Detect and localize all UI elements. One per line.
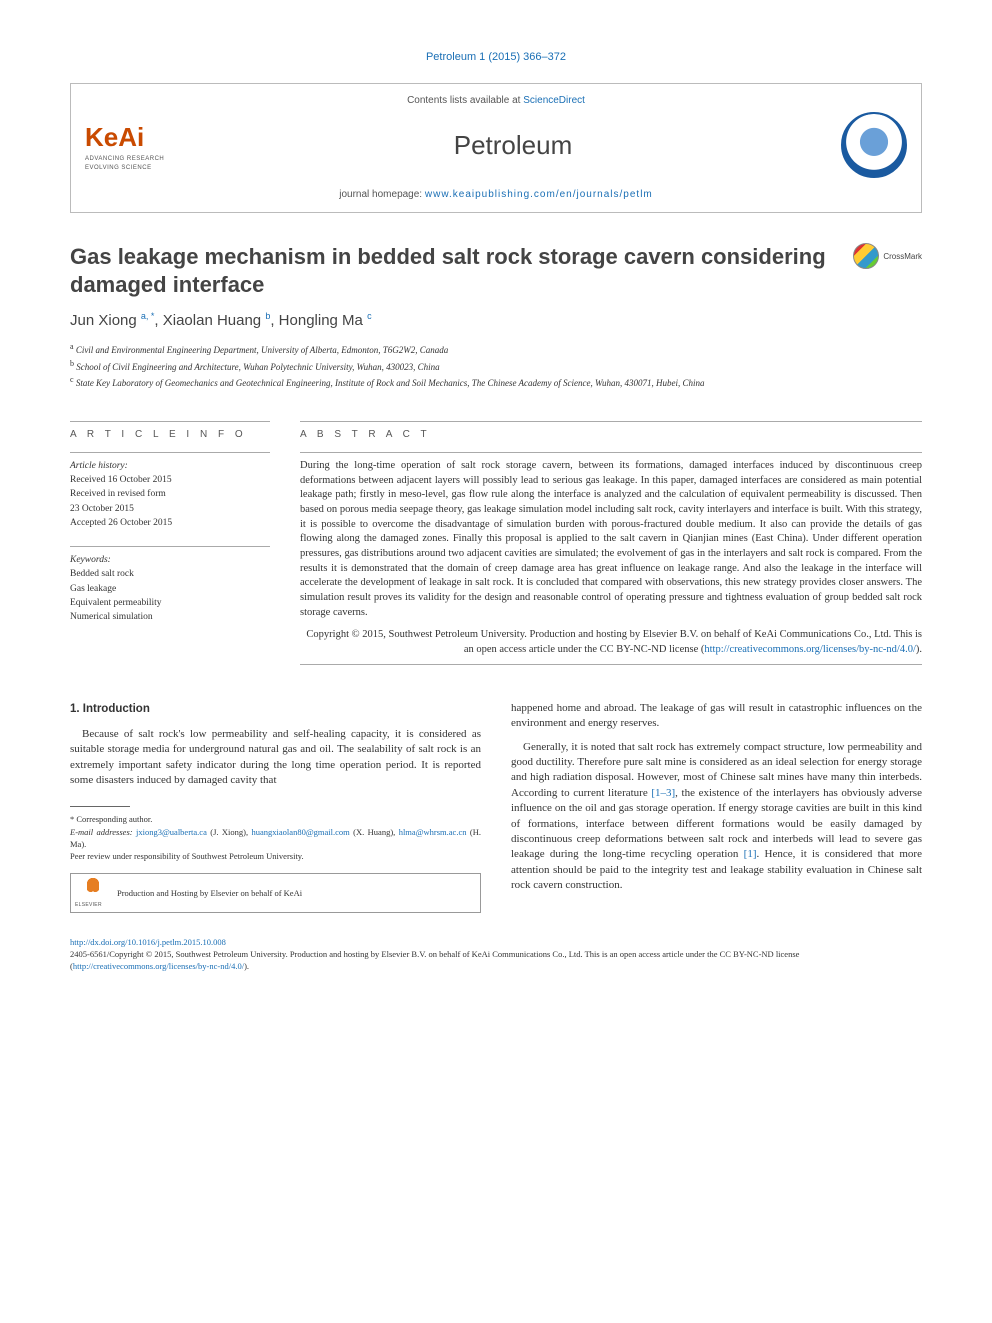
- journal-name: Petroleum: [454, 127, 573, 163]
- footer-tail: ).: [244, 961, 249, 971]
- title-row: Gas leakage mechanism in bedded salt roc…: [70, 243, 922, 298]
- keyword: Equivalent permeability: [70, 596, 270, 610]
- divider: [300, 421, 922, 422]
- email-line: E-mail addresses: jxiong3@ualberta.ca (J…: [70, 826, 481, 851]
- para: Because of salt rock's low permeability …: [70, 727, 481, 789]
- history-line: Received 16 October 2015: [70, 473, 270, 487]
- abstract-text: During the long-time operation of salt r…: [300, 459, 922, 621]
- doi-link[interactable]: http://dx.doi.org/10.1016/j.petlm.2015.1…: [70, 937, 226, 947]
- body-col-right: happened home and abroad. The leakage of…: [511, 701, 922, 913]
- footnotes: * Corresponding author. E-mail addresses…: [70, 813, 481, 912]
- copyright-tail: ).: [916, 644, 922, 655]
- info-heading: A R T I C L E I N F O: [70, 428, 270, 442]
- footnote-sep: [70, 806, 130, 807]
- copyright: Copyright © 2015, Southwest Petroleum Un…: [300, 628, 922, 657]
- crossmark-icon: [853, 243, 879, 269]
- divider: [70, 421, 270, 422]
- affiliation: a Civil and Environmental Engineering De…: [70, 341, 922, 358]
- footer-copyright: 2405-6561/Copyright © 2015, Southwest Pe…: [70, 949, 922, 973]
- crossmark-label: CrossMark: [883, 251, 922, 262]
- contents-pre: Contents lists available at: [407, 95, 523, 106]
- email-who: (J. Xiong),: [207, 827, 248, 837]
- email-who: (X. Huang),: [350, 827, 396, 837]
- citation-link[interactable]: [1–3]: [651, 787, 675, 799]
- keai-tag2: EVOLVING SCIENCE: [85, 164, 185, 172]
- affiliation: c State Key Laboratory of Geomechanics a…: [70, 374, 922, 391]
- affiliation: b School of Civil Engineering and Archit…: [70, 358, 922, 375]
- history-line: Received in revised form: [70, 487, 270, 501]
- divider: [70, 546, 270, 547]
- keyword: Bedded salt rock: [70, 567, 270, 581]
- para: happened home and abroad. The leakage of…: [511, 701, 922, 732]
- corresponding-author: * Corresponding author.: [70, 813, 481, 825]
- history-line: Accepted 26 October 2015: [70, 516, 270, 530]
- keai-logo-text: KeAi: [85, 119, 185, 155]
- page: Petroleum 1 (2015) 366–372 Contents list…: [0, 0, 992, 1002]
- divider: [70, 452, 270, 453]
- article-history: Article history: Received 16 October 201…: [70, 459, 270, 530]
- article-title: Gas leakage mechanism in bedded salt roc…: [70, 243, 853, 298]
- abstract: A B S T R A C T During the long-time ope…: [300, 415, 922, 671]
- elsevier-logo-icon: [79, 878, 107, 908]
- masthead-row: KeAi ADVANCING RESEARCH EVOLVING SCIENCE…: [85, 112, 907, 178]
- journal-seal-icon: [841, 112, 907, 178]
- authors: Jun Xiong a, *, Xiaolan Huang b, Honglin…: [70, 310, 922, 331]
- crossmark-badge[interactable]: CrossMark: [853, 243, 922, 269]
- body-columns: 1. Introduction Because of salt rock's l…: [70, 701, 922, 913]
- history-line: 23 October 2015: [70, 502, 270, 516]
- contents-line: Contents lists available at ScienceDirec…: [85, 94, 907, 108]
- body-col-left: 1. Introduction Because of salt rock's l…: [70, 701, 481, 913]
- abstract-heading: A B S T R A C T: [300, 428, 922, 442]
- email-link[interactable]: huangxiaolan80@gmail.com: [248, 827, 350, 837]
- divider: [300, 452, 922, 453]
- info-abstract-row: A R T I C L E I N F O Article history: R…: [70, 415, 922, 671]
- email-link[interactable]: jxiong3@ualberta.ca: [136, 827, 207, 837]
- hosting-text: Production and Hosting by Elsevier on be…: [117, 887, 302, 899]
- running-head: Petroleum 1 (2015) 366–372: [70, 50, 922, 65]
- hosting-box: Production and Hosting by Elsevier on be…: [70, 873, 481, 913]
- keai-tag1: ADVANCING RESEARCH: [85, 155, 185, 163]
- cc-link[interactable]: http://creativecommons.org/licenses/by-n…: [73, 961, 244, 971]
- keywords-label: Keywords:: [70, 553, 270, 567]
- page-footer: http://dx.doi.org/10.1016/j.petlm.2015.1…: [70, 937, 922, 973]
- article-info: A R T I C L E I N F O Article history: R…: [70, 415, 270, 671]
- divider: [300, 664, 922, 665]
- keyword: Numerical simulation: [70, 610, 270, 624]
- journal-homepage: journal homepage: www.keaipublishing.com…: [85, 188, 907, 202]
- email-link[interactable]: hlma@whrsm.ac.cn: [395, 827, 466, 837]
- cc-link[interactable]: http://creativecommons.org/licenses/by-n…: [704, 644, 916, 655]
- affiliations: a Civil and Environmental Engineering De…: [70, 341, 922, 391]
- email-label: E-mail addresses:: [70, 827, 133, 837]
- section-heading: 1. Introduction: [70, 701, 481, 717]
- keai-logo: KeAi ADVANCING RESEARCH EVOLVING SCIENCE: [85, 119, 185, 172]
- masthead: Contents lists available at ScienceDirec…: [70, 83, 922, 213]
- sciencedirect-link[interactable]: ScienceDirect: [523, 95, 585, 106]
- para: Generally, it is noted that salt rock ha…: [511, 740, 922, 894]
- peer-review: Peer review under responsibility of Sout…: [70, 850, 481, 862]
- keyword: Gas leakage: [70, 582, 270, 596]
- history-label: Article history:: [70, 459, 270, 473]
- homepage-pre: journal homepage:: [339, 189, 425, 200]
- citation-link[interactable]: [1]: [744, 848, 757, 860]
- homepage-link[interactable]: www.keaipublishing.com/en/journals/petlm: [425, 189, 653, 200]
- keywords-block: Keywords: Bedded salt rockGas leakageEqu…: [70, 553, 270, 624]
